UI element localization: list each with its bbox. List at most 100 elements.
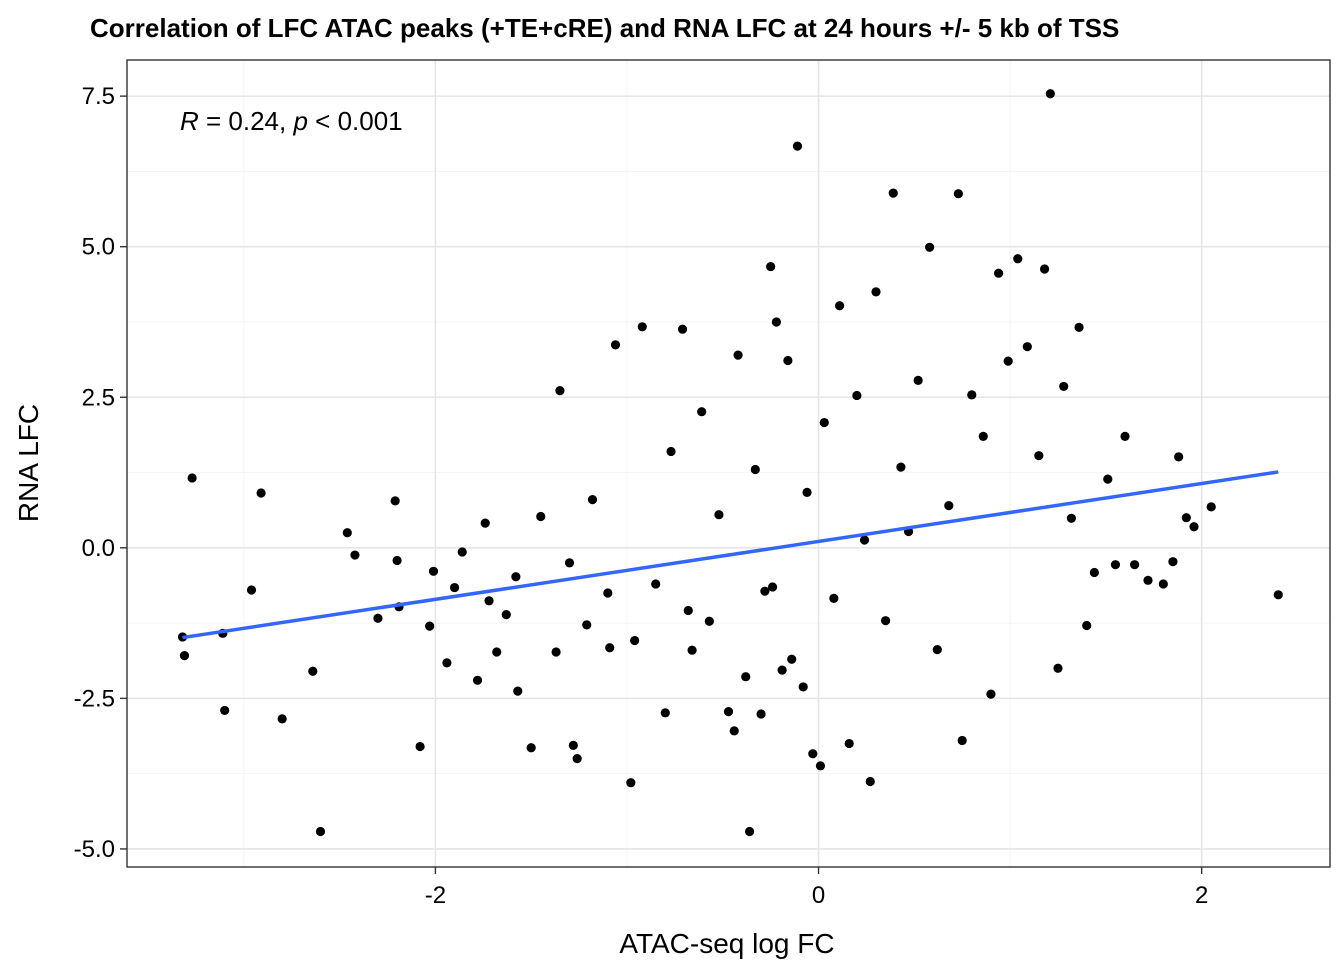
data-point — [587, 495, 598, 505]
data-point — [442, 658, 452, 668]
data-point — [888, 188, 898, 198]
data-point — [815, 761, 826, 771]
data-point — [1174, 452, 1184, 462]
data-point — [1168, 557, 1178, 567]
data-point — [666, 446, 676, 457]
data-point — [425, 621, 435, 631]
data-point — [925, 242, 935, 252]
panel-border — [126, 59, 1331, 868]
data-point — [480, 518, 490, 528]
data-point — [1181, 513, 1191, 523]
data-point — [835, 301, 845, 311]
data-point — [1053, 663, 1063, 673]
y-tick-label: 5.0 — [82, 234, 115, 261]
data-point — [865, 776, 875, 787]
data-point — [342, 528, 352, 538]
x-tick-label: -2 — [425, 882, 446, 909]
data-point — [994, 268, 1004, 278]
data-point — [1022, 342, 1032, 352]
data-point — [771, 317, 781, 327]
data-point — [555, 386, 565, 396]
data-point — [1034, 451, 1044, 461]
data-point — [723, 707, 734, 717]
data-point — [1074, 322, 1084, 332]
data-point — [756, 709, 766, 719]
data-point — [750, 464, 760, 475]
data-point — [392, 555, 402, 566]
grid — [127, 60, 1330, 867]
data-point — [1045, 89, 1055, 99]
data-point — [256, 488, 266, 498]
data-point — [277, 714, 287, 724]
y-tick-label: 2.5 — [82, 384, 115, 411]
data-point — [415, 741, 425, 752]
data-point — [449, 582, 460, 593]
data-point — [315, 826, 326, 837]
r-symbol: R — [180, 106, 199, 136]
y-tick-label: 7.5 — [82, 83, 115, 110]
data-point — [880, 616, 891, 626]
data-point — [513, 686, 523, 696]
data-point — [526, 743, 536, 753]
data-point — [859, 535, 870, 545]
data-point — [179, 651, 190, 661]
data-point — [944, 501, 954, 511]
axis-ticks: -2 0 2 -5.0 -2.5 0.0 2.5 5.0 7.5 — [74, 83, 1209, 909]
data-point — [1206, 502, 1216, 512]
data-point — [1273, 590, 1283, 600]
data-point — [957, 735, 967, 746]
data-point — [350, 550, 360, 560]
data-point — [760, 586, 770, 596]
data-point — [626, 778, 636, 788]
data-point — [220, 705, 230, 716]
data-point — [1039, 264, 1050, 274]
x-tick-label: 0 — [812, 882, 825, 909]
y-axis-label: RNA LFC — [13, 404, 44, 522]
data-point — [777, 665, 787, 675]
data-point — [967, 390, 977, 400]
data-point — [564, 558, 575, 568]
data-point — [1130, 560, 1140, 570]
data-point — [953, 189, 963, 199]
data-point — [246, 585, 257, 595]
data-point — [472, 675, 483, 685]
data-point — [1059, 381, 1069, 392]
data-point — [802, 487, 812, 498]
data-point — [819, 417, 829, 428]
y-tick-label: -5.0 — [74, 836, 115, 863]
regression-line — [182, 470, 1279, 640]
data-point — [582, 620, 592, 630]
data-point — [457, 547, 467, 557]
data-point — [1189, 522, 1199, 532]
data-point — [932, 644, 942, 655]
data-point — [798, 682, 808, 692]
correlation-annotation: R = 0.24, p < 0.001 — [180, 106, 403, 136]
data-point — [783, 355, 793, 366]
data-point — [1143, 575, 1153, 585]
data-point — [896, 462, 906, 472]
data-point — [187, 473, 197, 483]
x-axis-label: ATAC-seq log FC — [619, 928, 834, 959]
data-point — [677, 324, 688, 334]
data-point — [511, 572, 521, 582]
data-point — [844, 738, 854, 749]
r-value: = 0.24, — [199, 106, 294, 136]
data-point — [605, 643, 615, 653]
data-point — [1110, 560, 1121, 570]
data-point — [568, 740, 578, 750]
data-point — [792, 141, 803, 151]
data-point — [829, 593, 839, 604]
data-point — [729, 726, 739, 736]
data-point — [610, 340, 621, 350]
data-point — [852, 390, 862, 401]
data-point — [603, 588, 613, 598]
data-point — [714, 510, 724, 520]
data-point — [637, 322, 647, 332]
y-tick-label: 0.0 — [82, 535, 115, 562]
data-point — [697, 407, 707, 417]
p-symbol: p — [292, 106, 307, 136]
data-point — [492, 647, 502, 657]
data-point — [308, 666, 318, 676]
data-point — [651, 579, 661, 589]
